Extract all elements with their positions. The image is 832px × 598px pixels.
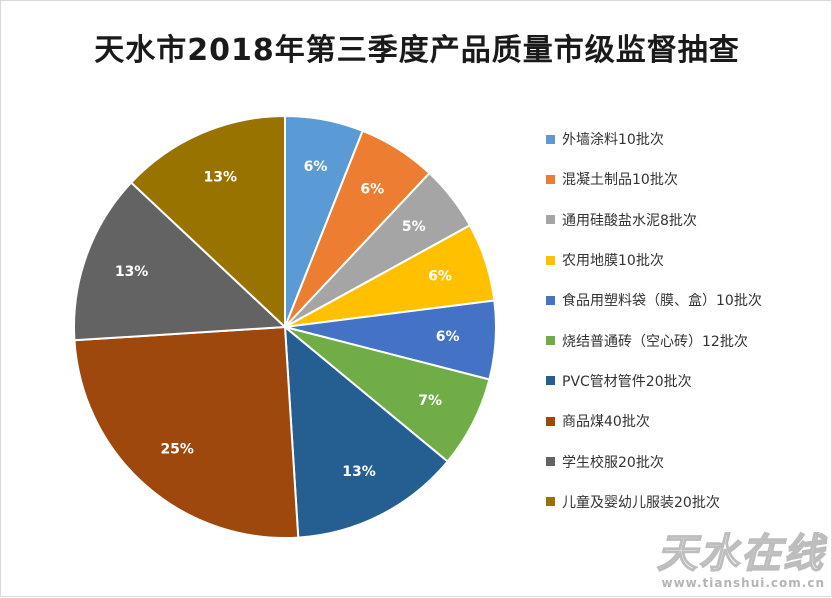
data-label-6: 7% [418,393,442,409]
legend-item-6: 烧结普通砖（空心砖）12批次 [546,320,762,360]
chart-title: 天水市2018年第三季度产品质量市级监督抽查 [94,33,740,68]
legend-item-2: 混凝土制品10批次 [546,159,762,199]
legend-label: 外墙涂料10批次 [562,132,664,149]
pie-slice-10 [129,114,286,330]
pie-slice-8 [73,325,300,539]
data-label-2: 6% [360,181,384,197]
legend-swatch [546,376,555,386]
legend-label: PVC管材管件20批次 [562,373,692,390]
data-label-3: 5% [402,219,426,235]
legend-swatch [546,457,555,467]
watermark-url: www.tianshui.com.cn [661,576,825,590]
data-label-7: 13% [342,464,376,480]
legend-label: 混凝土制品10批次 [562,172,678,189]
legend-item-8: 商品煤40批次 [546,401,762,441]
legend-label: 食品用塑料袋（膜、盒）10批次 [562,293,762,310]
legend-swatch [546,215,555,225]
legend-label: 儿童及婴幼儿服装20批次 [562,494,720,511]
legend-item-1: 外墙涂料10批次 [546,119,762,159]
data-label-4: 6% [428,269,452,285]
data-label-10: 13% [204,169,238,185]
legend-swatch [546,174,555,184]
watermark-logo-text: 天水在线 [656,531,825,577]
legend-swatch [546,497,555,507]
legend-label: 农用地膜10批次 [562,253,664,270]
chart-legend: 外墙涂料10批次 混凝土制品10批次通用硅酸盐水泥8批次 农用地膜10批次食品用塑料… [546,119,762,522]
legend-label: 学生校服20批次 [562,454,664,471]
legend-item-7: PVC管材管件20批次 [546,361,762,401]
legend-label: 通用硅酸盐水泥8批次 [562,212,697,229]
legend-label: 商品煤40批次 [562,414,650,431]
legend-item-4: 农用地膜10批次 [546,240,762,280]
pie-slice-9 [73,181,288,342]
data-label-9: 13% [115,264,149,280]
data-label-5: 6% [436,329,460,345]
legend-swatch [546,416,555,426]
watermark: 天水在线 www.tianshui.com.cn [656,531,825,590]
legend-swatch [546,255,555,265]
legend-item-5: 食品用塑料袋（膜、盒）10批次 [546,280,762,320]
legend-label: 烧结普通砖（空心砖）12批次 [562,333,748,350]
legend-swatch [546,134,555,144]
data-label-8: 25% [160,441,194,457]
legend-item-3: 通用硅酸盐水泥8批次 [546,200,762,240]
legend-item-9: 学生校服20批次 [546,441,762,481]
pie-slice-7 [283,324,449,539]
legend-swatch [546,336,555,346]
legend-swatch [546,295,555,305]
legend-item-10: 儿童及婴幼儿服装20批次 [546,482,762,522]
data-label-1: 6% [304,159,328,175]
